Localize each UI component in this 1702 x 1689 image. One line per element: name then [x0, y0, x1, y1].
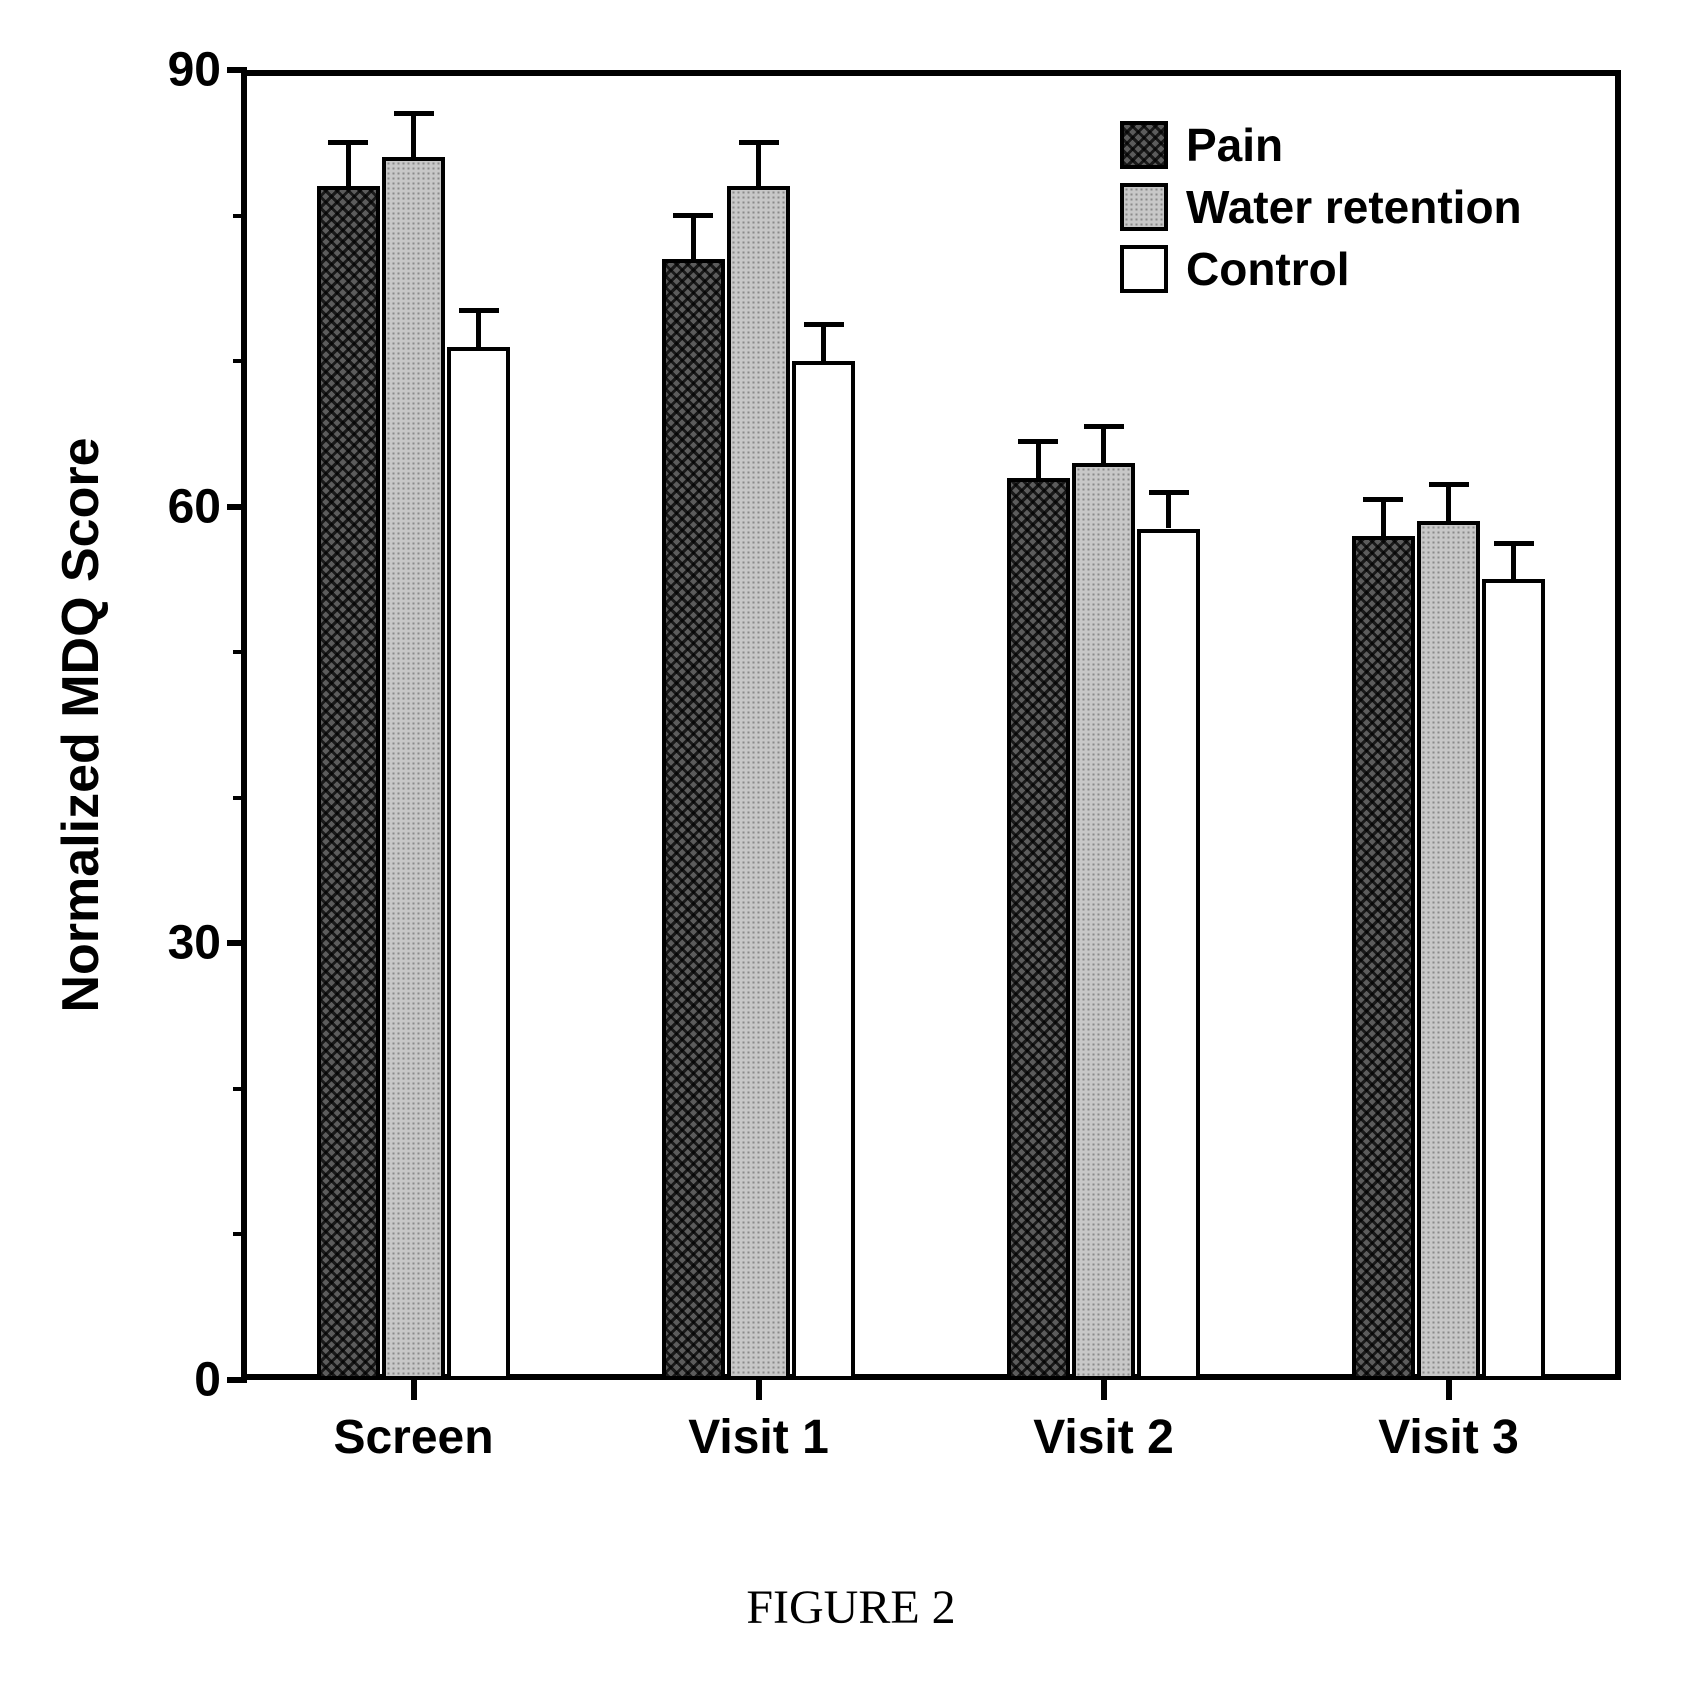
error-bar-cap — [394, 111, 434, 116]
bar — [662, 259, 725, 1380]
bar — [317, 186, 380, 1380]
error-bar-cap — [1429, 482, 1469, 487]
legend-swatch — [1120, 245, 1168, 293]
y-minor-tick — [233, 359, 247, 363]
y-major-tick — [227, 940, 247, 946]
legend-item: Control — [1120, 242, 1522, 296]
y-tick-label: 30 — [168, 916, 221, 971]
y-minor-tick — [233, 214, 247, 218]
error-bar-cap — [1084, 424, 1124, 429]
y-minor-tick — [233, 796, 247, 800]
y-minor-tick — [233, 650, 247, 654]
legend-item: Pain — [1120, 118, 1522, 172]
error-bar-cap — [459, 308, 499, 313]
bar — [1072, 463, 1135, 1380]
error-bar-cap — [673, 213, 713, 218]
error-bar-stem — [821, 325, 826, 361]
x-major-tick — [411, 1380, 417, 1400]
error-bar-stem — [1101, 427, 1106, 463]
error-bar-cap — [328, 140, 368, 145]
error-bar-cap — [1018, 439, 1058, 444]
error-bar-stem — [756, 143, 761, 187]
error-bar-stem — [1166, 492, 1171, 528]
error-bar-cap — [1494, 541, 1534, 546]
y-tick-label: 90 — [168, 43, 221, 98]
error-bar-stem — [1446, 485, 1451, 521]
legend-swatch — [1120, 121, 1168, 169]
error-bar-stem — [1036, 441, 1041, 477]
legend: Pain Water retention Control — [1106, 100, 1536, 314]
y-axis-label: Normalized MDQ Score — [51, 437, 111, 1012]
x-tick-label: Visit 3 — [1378, 1410, 1519, 1465]
legend-label: Pain — [1186, 118, 1283, 172]
bar — [447, 347, 510, 1380]
x-major-tick — [1446, 1380, 1452, 1400]
error-bar-cap — [804, 322, 844, 327]
y-minor-tick — [233, 1087, 247, 1091]
y-minor-tick — [233, 1232, 247, 1236]
legend-item: Water retention — [1120, 180, 1522, 234]
figure-caption: FIGURE 2 — [746, 1580, 955, 1635]
y-major-tick — [227, 1377, 247, 1383]
y-major-tick — [227, 67, 247, 73]
chart-container: Normalized MDQ Score FIGURE 2 0 30 60 90 Scr… — [41, 40, 1661, 1640]
x-tick-label: Visit 1 — [688, 1410, 829, 1465]
error-bar-cap — [1149, 490, 1189, 495]
bar — [382, 157, 445, 1380]
legend-swatch — [1120, 183, 1168, 231]
bar — [1417, 521, 1480, 1380]
bar — [1352, 536, 1415, 1380]
error-bar-stem — [1511, 543, 1516, 579]
error-bar-stem — [346, 143, 351, 187]
error-bar-stem — [1381, 499, 1386, 535]
bar — [1137, 529, 1200, 1381]
x-tick-label: Visit 2 — [1033, 1410, 1174, 1465]
y-tick-label: 0 — [194, 1353, 221, 1408]
bar — [1482, 579, 1545, 1380]
y-major-tick — [227, 504, 247, 510]
bar — [1007, 478, 1070, 1380]
error-bar-cap — [1363, 497, 1403, 502]
x-tick-label: Screen — [333, 1410, 493, 1465]
x-major-tick — [1101, 1380, 1107, 1400]
error-bar-stem — [691, 216, 696, 260]
legend-label: Control — [1186, 242, 1350, 296]
bar — [727, 186, 790, 1380]
error-bar-cap — [739, 140, 779, 145]
legend-label: Water retention — [1186, 180, 1522, 234]
bar — [792, 361, 855, 1380]
x-major-tick — [756, 1380, 762, 1400]
y-tick-label: 60 — [168, 479, 221, 534]
error-bar-stem — [411, 114, 416, 158]
error-bar-stem — [476, 310, 481, 346]
